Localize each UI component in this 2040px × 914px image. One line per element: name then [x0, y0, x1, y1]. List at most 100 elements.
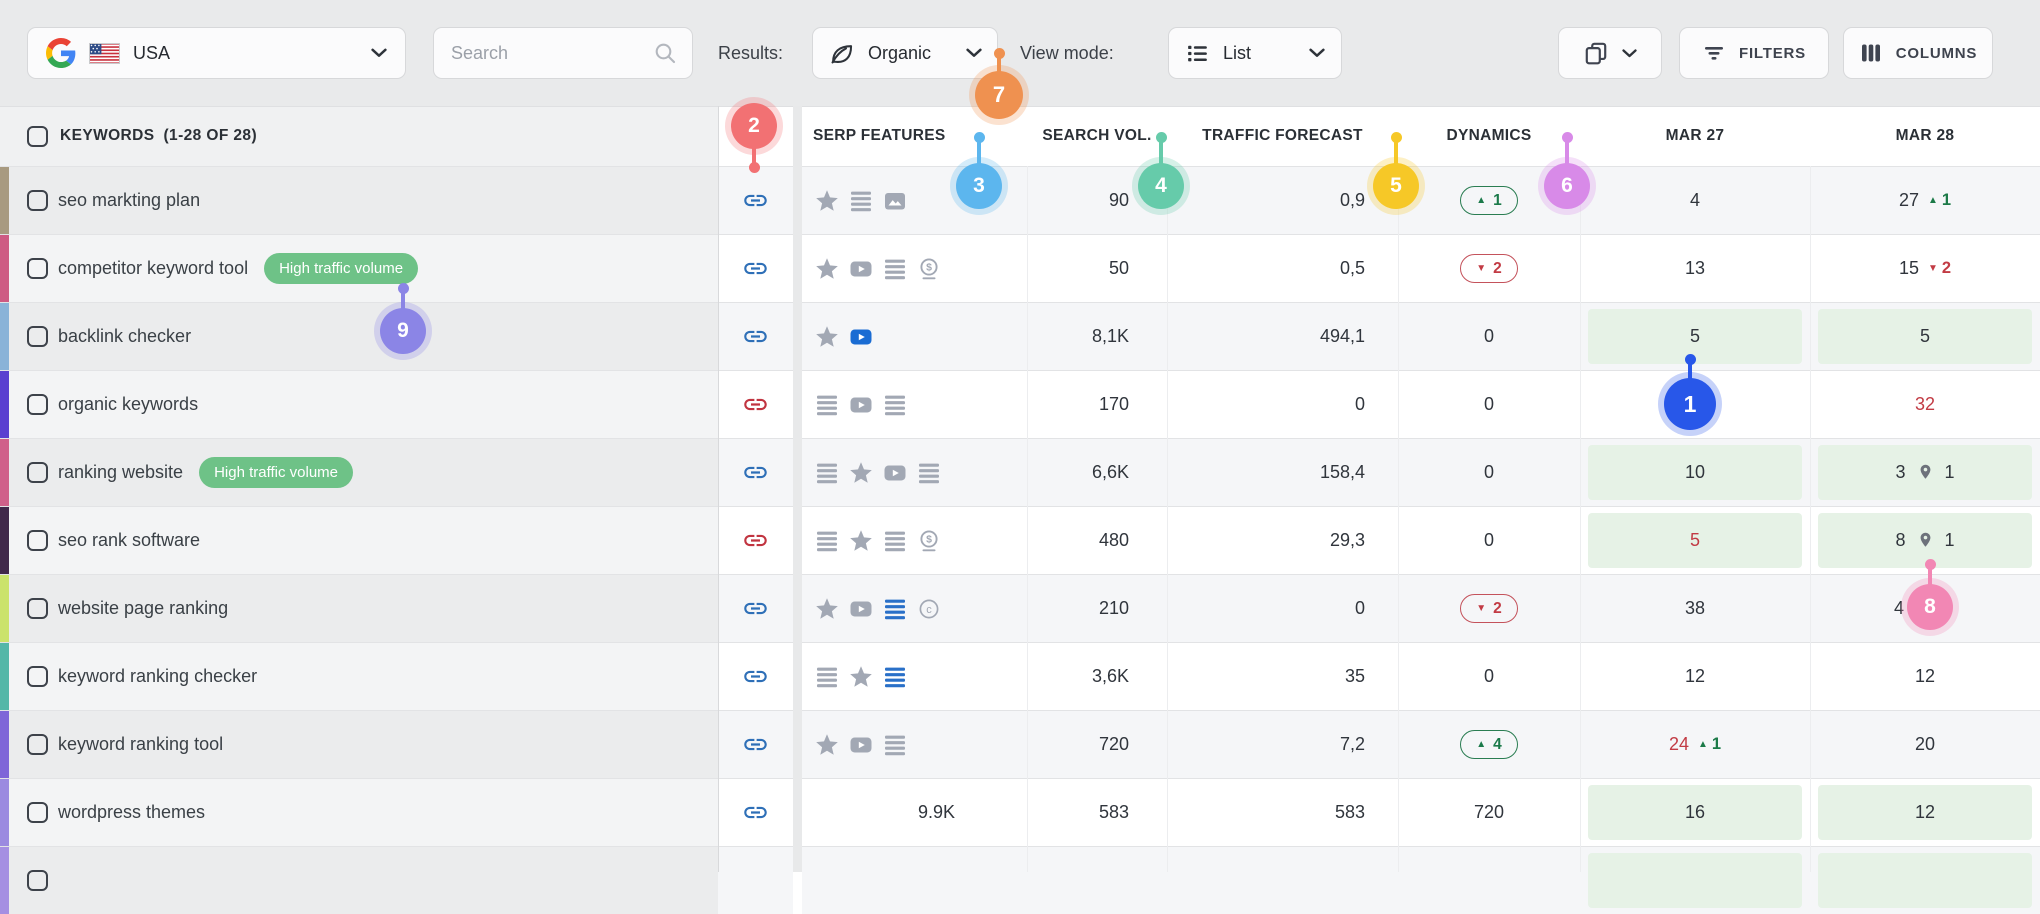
callout-dot	[748, 162, 760, 173]
column-header-mar-28[interactable]: MAR 28	[1895, 127, 1955, 144]
column-header-search-volume[interactable]: SEARCH VOL.	[1042, 127, 1152, 144]
callout-dot	[993, 48, 1005, 59]
link-icon[interactable]	[742, 731, 769, 758]
row-checkbox[interactable]	[27, 190, 48, 211]
position-value: 8	[1895, 530, 1906, 550]
copy-button[interactable]	[1558, 27, 1662, 79]
dynamics-value: 0	[1483, 462, 1494, 482]
column-header-dynamics[interactable]: DYNAMICS	[1446, 127, 1532, 144]
search-input[interactable]	[449, 41, 653, 65]
keyword-cell: wordpress themes	[0, 779, 718, 846]
position-value: 20	[1914, 734, 1936, 754]
traffic-forecast-cell: 7,2	[1167, 711, 1398, 778]
link-cell	[718, 643, 793, 710]
callout-stem	[1688, 363, 1692, 382]
position-value: 24	[1668, 734, 1689, 754]
callout-dot	[973, 132, 985, 143]
keyword-label[interactable]: competitor keyword tool	[58, 258, 249, 278]
mar-27-cell: 4	[1580, 167, 1810, 234]
column-header-mar-27[interactable]: MAR 27	[1665, 127, 1725, 144]
chevron-down-icon	[966, 48, 982, 58]
callout-dot	[1155, 132, 1167, 143]
top-position-highlight	[1588, 785, 1802, 840]
traffic-forecast-cell: 0,9	[1167, 167, 1398, 234]
link-cell	[718, 575, 793, 642]
select-all-checkbox[interactable]	[27, 125, 48, 147]
column-header-serp-features[interactable]: SERP FEATURES	[813, 127, 946, 144]
row-checkbox[interactable]	[27, 394, 48, 415]
keyword-color-strip	[0, 439, 9, 506]
link-icon[interactable]	[742, 459, 769, 486]
position-value: 12	[1684, 666, 1706, 686]
link-icon[interactable]	[742, 391, 769, 418]
mar-28-cell: 27 ▲ 1	[1810, 167, 2040, 234]
callout-dot	[397, 283, 409, 294]
filters-label: FILTERS	[1739, 44, 1806, 62]
search-volume-cell: 583	[1027, 779, 1167, 846]
high-traffic-badge: High traffic volume	[264, 253, 419, 284]
keyword-label[interactable]: backlink checker	[58, 326, 192, 346]
link-icon[interactable]	[742, 527, 769, 554]
link-icon[interactable]	[742, 323, 769, 350]
image-pack-icon	[885, 192, 905, 209]
results-type-value: Organic	[868, 42, 932, 63]
callout-3: 3	[956, 163, 1002, 209]
column-divider	[1027, 166, 1028, 872]
results-label: Results:	[718, 42, 784, 63]
columns-button[interactable]: COLUMNS	[1843, 27, 1993, 79]
callout-4: 4	[1138, 163, 1184, 209]
row-checkbox[interactable]	[27, 666, 48, 687]
row-checkbox[interactable]	[27, 258, 48, 279]
view-mode-select[interactable]: List	[1168, 27, 1342, 79]
snippet-icon	[817, 463, 837, 483]
row-checkbox[interactable]	[27, 598, 48, 619]
keyword-label[interactable]: keyword ranking tool	[58, 734, 224, 754]
link-icon[interactable]	[742, 663, 769, 690]
mar-27-cell: 16	[1580, 779, 1810, 846]
snippet-icon	[885, 531, 905, 551]
row-checkbox[interactable]	[27, 462, 48, 483]
serp-features-cell	[802, 643, 1027, 710]
star-icon	[816, 597, 838, 619]
position-value: 5	[1689, 530, 1700, 550]
row-checkbox[interactable]	[27, 734, 48, 755]
dynamics-cell: 0	[1398, 643, 1580, 710]
keyword-label[interactable]: ranking website	[58, 462, 184, 482]
column-header-traffic-forecast[interactable]: TRAFFIC FORECAST	[1202, 127, 1363, 144]
callout-stem	[1394, 141, 1398, 167]
map-pack-count: 1	[1944, 530, 1955, 550]
search-engine-label: USA	[133, 42, 171, 63]
keyword-label[interactable]: seo rank software	[58, 530, 201, 550]
dynamics-cell: 0	[1398, 439, 1580, 506]
link-icon[interactable]	[742, 799, 769, 826]
link-icon[interactable]	[742, 595, 769, 622]
row-checkbox[interactable]	[27, 802, 48, 823]
traffic-forecast-value: 0,9	[1339, 190, 1365, 210]
callout-stem	[977, 141, 981, 167]
filters-button[interactable]: FILTERS	[1679, 27, 1829, 79]
star-icon	[850, 461, 872, 483]
search-engine-select[interactable]: USA	[27, 27, 406, 79]
row-checkbox[interactable]	[27, 870, 48, 891]
search-volume-value: 583	[1098, 802, 1129, 822]
table-row: competitor keyword tool High traffic vol…	[0, 234, 2040, 302]
row-checkbox[interactable]	[27, 530, 48, 551]
serp-features-cell: $	[802, 235, 1027, 302]
position-value: 12	[1914, 666, 1936, 686]
results-type-select[interactable]: Organic	[812, 27, 998, 79]
keyword-label[interactable]: wordpress themes	[58, 802, 206, 822]
row-checkbox[interactable]	[27, 326, 48, 347]
link-icon[interactable]	[742, 187, 769, 214]
traffic-forecast-value: 0,5	[1339, 258, 1365, 278]
snippet-icon	[885, 395, 905, 415]
snippet-icon	[817, 667, 837, 687]
callout-1: 1	[1664, 378, 1716, 430]
keyword-label[interactable]: organic keywords	[58, 394, 199, 414]
keyword-label[interactable]: keyword ranking checker	[58, 666, 258, 686]
keyword-label[interactable]: website page ranking	[58, 598, 229, 618]
chevron-down-icon	[371, 48, 387, 58]
position-value: 27	[1898, 190, 1919, 210]
keyword-label[interactable]: seo markting plan	[58, 190, 201, 210]
link-icon[interactable]	[742, 255, 769, 282]
keyword-color-strip	[0, 847, 9, 914]
